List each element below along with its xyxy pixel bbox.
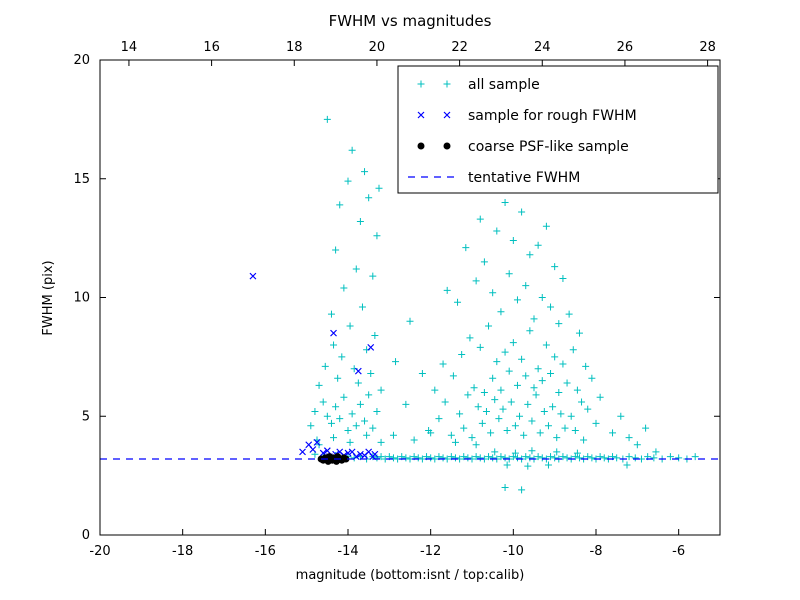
y-tick-label: 10: [73, 291, 90, 306]
y-tick-label: 15: [73, 172, 90, 187]
series-all-sample: [307, 115, 699, 494]
x-axis-label: magnitude (bottom:isnt / top:calib): [296, 568, 525, 583]
legend-label: sample for rough FWHM: [468, 108, 637, 124]
top-tick-label: 16: [203, 40, 220, 55]
top-axis-ticks: 14 16 18 20 22 24 26 28: [121, 40, 716, 66]
top-tick-label: 28: [699, 40, 716, 55]
x-tick-label: -14: [337, 544, 358, 559]
y-tick-label: 5: [82, 409, 90, 424]
legend-item-tentative-fwhm: tentative FWHM: [408, 170, 580, 186]
top-tick-label: 26: [617, 40, 634, 55]
legend-label: tentative FWHM: [468, 170, 580, 186]
x-tick-label: -8: [590, 544, 603, 559]
y-axis-ticks: 0 5 10 15 20: [73, 53, 720, 543]
y-tick-label: 20: [73, 53, 90, 68]
legend-item-sample-for-rough-fwhm: sample for rough FWHM: [417, 108, 637, 124]
legend-box: [397, 65, 719, 194]
legend-label: coarse PSF-like sample: [468, 139, 629, 155]
x-tick-label: -6: [672, 544, 685, 559]
legend: all sample sample for rough FWHM coarse PS…: [397, 65, 719, 194]
top-tick-label: 18: [286, 40, 303, 55]
y-tick-label: 0: [82, 528, 90, 543]
top-tick-label: 14: [121, 40, 138, 55]
x-tick-label: -12: [420, 544, 441, 559]
series-sample-for-rough-fwhm: [249, 272, 379, 461]
x-tick-label: -10: [503, 544, 524, 559]
plot-area: -20 -18 -16 -14 -12 -10 -8 -6 14 16 18 20 22 24 26 28 0 5…: [73, 40, 721, 559]
y-axis-label: FWHM (pix): [41, 260, 56, 335]
top-tick-label: 20: [369, 40, 386, 55]
x-tick-label: -16: [255, 544, 276, 559]
x-tick-label: -20: [89, 544, 110, 559]
top-tick-label: 24: [534, 40, 551, 55]
x-tick-label: -18: [172, 544, 193, 559]
x-axis-ticks: -20 -18 -16 -14 -12 -10 -8 -6: [89, 529, 685, 559]
legend-item-all-sample: all sample: [417, 77, 540, 93]
top-tick-label: 22: [451, 40, 468, 55]
legend-label: all sample: [468, 77, 540, 93]
chart-title: FWHM vs magnitudes: [329, 12, 492, 30]
legend-item-coarse-psf-like-sample: coarse PSF-like sample: [417, 139, 629, 155]
